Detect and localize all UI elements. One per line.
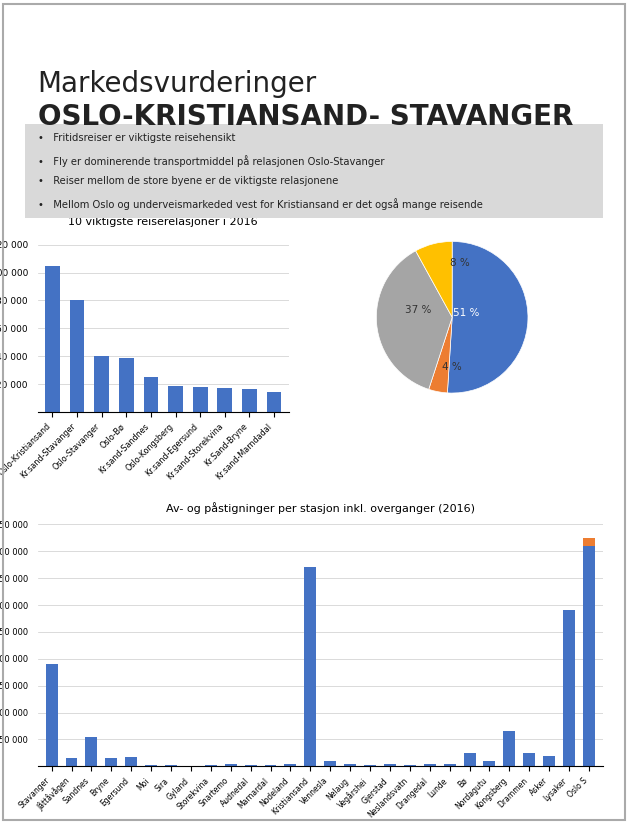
Text: •   Fritidsreiser er viktigste reisehensikt: • Fritidsreiser er viktigste reisehensik… <box>38 133 235 143</box>
Bar <box>245 765 257 766</box>
Title: 10 viktigste reiserelasjoner i 2016: 10 viktigste reiserelasjoner i 2016 <box>68 218 258 227</box>
Bar <box>225 764 237 766</box>
Bar <box>46 664 58 766</box>
Bar <box>264 765 276 766</box>
Bar <box>284 764 296 766</box>
Bar <box>267 392 281 412</box>
Bar <box>443 764 455 766</box>
Text: OSLO-KRISTIANSAND- STAVANGER: OSLO-KRISTIANSAND- STAVANGER <box>38 103 573 131</box>
Bar <box>119 358 134 412</box>
Wedge shape <box>447 241 528 393</box>
Bar <box>404 765 416 766</box>
Bar <box>145 765 157 766</box>
Text: •   Fly er dominerende transportmiddel på relasjonen Oslo-Stavanger: • Fly er dominerende transportmiddel på … <box>38 155 384 166</box>
Bar <box>364 765 376 766</box>
Wedge shape <box>429 317 452 393</box>
Bar <box>144 377 158 412</box>
Text: 37 %: 37 % <box>405 305 431 315</box>
Bar <box>45 265 60 412</box>
Bar <box>344 764 356 766</box>
Bar <box>563 611 575 766</box>
Bar <box>205 765 217 766</box>
Bar <box>242 389 257 412</box>
Bar <box>168 386 183 412</box>
Bar <box>424 764 436 766</box>
Text: 8 %: 8 % <box>450 258 470 268</box>
Bar <box>463 753 475 766</box>
Bar <box>65 758 77 766</box>
Bar <box>543 756 555 766</box>
Bar <box>583 546 595 766</box>
Bar <box>125 756 137 766</box>
Bar <box>384 764 396 766</box>
Bar <box>217 387 232 412</box>
Legend: Reiser mellom regionmarkedene, Underveismarkedet internt, Mellom region og under: Reiser mellom regionmarkedene, Underveis… <box>333 521 499 569</box>
Bar <box>165 765 177 766</box>
Text: •   Reiser mellom de store byene er de viktigste relasjonene: • Reiser mellom de store byene er de vik… <box>38 176 338 186</box>
Text: Reisemønster Passasjerstatstikk 2016: Reisemønster Passasjerstatstikk 2016 <box>348 206 546 216</box>
Bar <box>106 758 117 766</box>
Bar <box>324 761 336 766</box>
Bar <box>70 301 85 412</box>
Text: 51 %: 51 % <box>453 308 479 318</box>
Text: •   Mellom Oslo og underveismarkeded vest for Kristiansand er det også mange rei: • Mellom Oslo og underveismarkeded vest … <box>38 198 482 209</box>
Bar <box>523 753 535 766</box>
Text: 4 %: 4 % <box>442 362 462 372</box>
Bar <box>94 356 109 412</box>
Bar <box>193 387 208 412</box>
Bar <box>85 737 97 766</box>
Wedge shape <box>416 241 452 317</box>
Bar <box>504 732 516 766</box>
Bar <box>583 538 595 546</box>
Wedge shape <box>376 250 452 389</box>
Title: Av- og påstigninger per stasjon inkl. overganger (2016): Av- og påstigninger per stasjon inkl. ov… <box>166 503 475 514</box>
Bar <box>484 761 495 766</box>
Text: Markedsvurderinger: Markedsvurderinger <box>38 70 317 98</box>
Bar <box>305 568 317 766</box>
